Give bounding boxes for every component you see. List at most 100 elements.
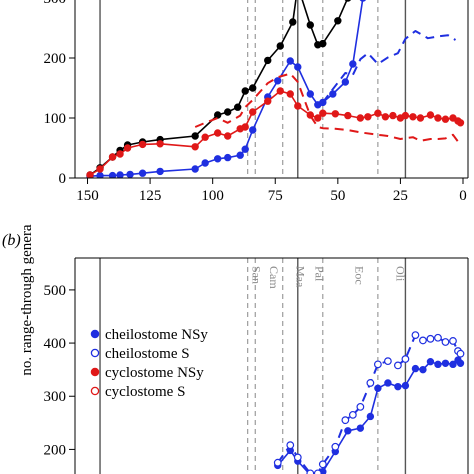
x-tick-label-a-0: 150 — [76, 188, 99, 204]
y-tick-label-b-1: 300 — [44, 389, 67, 405]
series-line-a-0 — [89, 0, 348, 176]
data-point-a-1-23 — [349, 60, 357, 68]
data-point-a-0-11 — [241, 87, 249, 95]
series-line-a-2 — [322, 30, 457, 104]
legend-entry-3: cyclostome S — [105, 384, 185, 400]
series-group-b — [273, 331, 465, 474]
data-point-a-0-21 — [344, 0, 351, 2]
data-point-a-1-24 — [359, 0, 366, 2]
data-point-b-1-18 — [434, 333, 442, 342]
x-tick-label-a-4: 50 — [330, 188, 345, 204]
data-point-b-0-15 — [419, 365, 427, 374]
legend-marker-0 — [90, 329, 100, 339]
data-point-b-1-1 — [286, 441, 295, 450]
data-point-b-0-21 — [456, 359, 465, 367]
data-point-a-3-29 — [401, 111, 410, 120]
x-tick-label-a-6: 0 — [459, 188, 467, 204]
data-point-b-1-22 — [456, 349, 465, 358]
data-point-a-0-12 — [249, 84, 257, 92]
data-point-a-3-15 — [276, 87, 284, 95]
data-point-a-3-37 — [456, 119, 465, 127]
data-point-b-1-16 — [419, 336, 427, 345]
legend-entry-1: cheilostome S — [105, 346, 190, 362]
data-point-a-3-10 — [223, 132, 232, 140]
data-point-a-1-9 — [213, 155, 222, 163]
data-point-a-3-23 — [356, 114, 365, 122]
data-point-a-1-6 — [156, 167, 164, 176]
data-point-a-3-31 — [416, 114, 425, 122]
data-point-a-0-14 — [276, 42, 284, 50]
y-tick-label-a-3: 300 — [44, 0, 67, 7]
series-group-a — [86, 0, 465, 178]
data-point-a-1-10 — [223, 153, 232, 162]
data-point-b-1-0 — [273, 458, 282, 467]
series-line-b-0 — [277, 359, 462, 474]
y-tick-label-b-0: 200 — [44, 442, 67, 458]
y-tick-label-a-0: 0 — [59, 171, 67, 187]
data-point-a-3-13 — [249, 108, 257, 116]
data-point-a-1-12 — [241, 145, 249, 153]
x-tick-label-a-5: 25 — [393, 188, 408, 204]
x-tick-label-a-2: 100 — [201, 188, 224, 204]
data-point-a-3-20 — [319, 109, 327, 117]
data-point-b-0-11 — [384, 379, 392, 387]
data-point-b-1-2 — [293, 453, 302, 462]
data-point-b-1-14 — [401, 355, 410, 363]
data-point-b-1-5 — [318, 460, 327, 469]
legend-marker-2 — [90, 367, 100, 377]
data-point-b-1-9 — [356, 402, 365, 411]
stage-label-1: Cam — [267, 266, 281, 289]
data-point-a-3-24 — [364, 113, 372, 121]
series-line-a-4 — [194, 72, 462, 146]
data-point-a-1-16 — [286, 57, 294, 65]
data-point-a-1-11 — [236, 151, 244, 159]
data-point-a-1-7 — [191, 165, 199, 173]
data-point-b-0-18 — [441, 359, 450, 367]
data-point-a-3-34 — [441, 115, 450, 123]
data-point-b-1-13 — [394, 361, 402, 370]
data-point-b-1-15 — [411, 331, 420, 339]
data-point-b-0-9 — [366, 412, 375, 421]
stage-label-0: San — [250, 266, 264, 284]
data-point-a-3-9 — [213, 129, 222, 137]
data-point-a-3-12 — [241, 123, 249, 131]
data-point-a-1-3 — [116, 171, 124, 178]
y-tick-label-a-2: 200 — [44, 51, 67, 67]
legend: cheilostome NSy cheilostome S cyclostome N… — [90, 327, 208, 400]
stage-label-5: Oli — [394, 266, 408, 282]
stage-label-2: Maa — [294, 266, 308, 288]
data-point-a-0-10 — [234, 103, 242, 111]
data-point-a-1-13 — [249, 126, 257, 134]
data-point-a-3-16 — [286, 90, 294, 98]
data-point-a-1-15 — [274, 77, 282, 85]
data-point-a-1-21 — [329, 90, 337, 98]
data-point-a-3-17 — [294, 102, 302, 110]
data-point-b-0-13 — [401, 381, 410, 390]
panel-a: 0 100 200 300 150 125 100 75 50 25 0 — [44, 0, 469, 204]
data-point-a-1-2 — [108, 171, 117, 178]
data-point-b-1-3 — [306, 469, 315, 474]
data-point-a-0-17 — [306, 21, 314, 29]
data-point-a-1-5 — [138, 169, 147, 177]
data-point-b-1-12 — [383, 357, 392, 366]
data-point-a-3-25 — [374, 109, 382, 117]
data-point-b-0-8 — [356, 424, 365, 432]
data-point-b-1-19 — [441, 338, 450, 346]
stage-label-4: Eoc — [352, 266, 366, 285]
panel-b: San Cam Maa Pal Eoc Oli 200 300 400 500 cheilostom… — [44, 257, 469, 474]
data-point-b-0-17 — [434, 360, 442, 369]
data-point-a-3-21 — [331, 110, 340, 118]
data-point-a-0-8 — [213, 111, 222, 119]
x-tick-label-a-3: 75 — [268, 188, 283, 204]
data-point-b-0-16 — [426, 357, 435, 366]
x-tick-label-a-1: 125 — [139, 188, 162, 204]
data-point-a-3-30 — [409, 113, 417, 121]
data-point-b-1-7 — [341, 416, 350, 425]
data-point-a-0-20 — [334, 17, 342, 25]
y-tick-label-b-2: 400 — [44, 336, 67, 352]
data-point-a-0-19 — [319, 39, 327, 48]
data-point-a-1-18 — [306, 90, 314, 98]
data-point-a-3-3 — [116, 150, 124, 158]
data-point-a-3-5 — [138, 140, 147, 149]
